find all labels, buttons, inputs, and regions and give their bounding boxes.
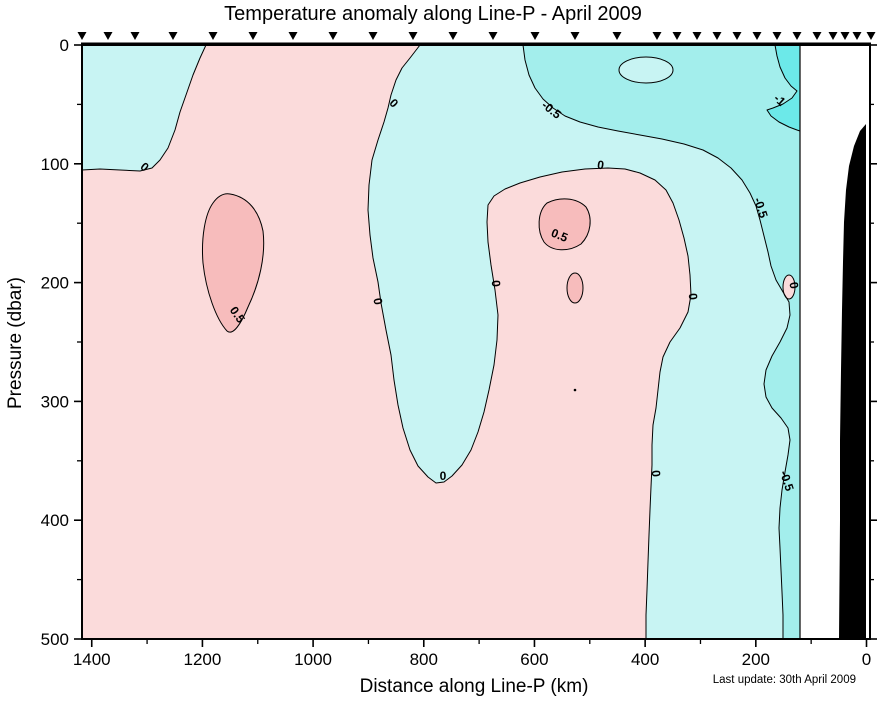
- station-marker-triangle: [772, 32, 782, 40]
- x-tick-label: 1000: [294, 650, 332, 669]
- station-marker-triangle: [288, 32, 298, 40]
- x-axis-label: Distance along Line-P (km): [359, 676, 589, 697]
- station-marker-triangle: [103, 32, 113, 40]
- y-tick-label: 500: [41, 630, 69, 649]
- station-marker-triangle: [408, 32, 418, 40]
- station-marker-triangle: [570, 32, 580, 40]
- contour-label: 0: [440, 469, 447, 483]
- region-pos05-small-ellipse: [566, 272, 584, 304]
- y-tick-label: 100: [41, 155, 69, 174]
- region-neg05-to-neg1-band: [523, 45, 800, 639]
- y-axis-label: Pressure (dbar): [5, 277, 26, 409]
- station-marker-triangle: [488, 32, 498, 40]
- station-marker-triangle: [612, 32, 622, 40]
- x-tick-label: 200: [742, 650, 770, 669]
- contour-line-level--0.5: [522, 44, 791, 639]
- station-marker-triangle: [692, 32, 702, 40]
- station-marker-triangle: [168, 32, 178, 40]
- station-marker-triangle: [328, 32, 338, 40]
- contour-label: -0.5: [751, 196, 771, 220]
- region-zero-pocket-near-coast: [782, 274, 796, 300]
- station-marker-triangle: [652, 32, 662, 40]
- x-tick-label: 1400: [73, 650, 111, 669]
- station-marker-triangle: [792, 32, 802, 40]
- station-marker-triangle: [77, 32, 87, 40]
- station-marker-triangle: [828, 32, 838, 40]
- y-tick-label: 300: [41, 392, 69, 411]
- contour-line-level-0: [367, 44, 692, 639]
- contour-label: -0.5: [777, 469, 797, 493]
- contour-label: 0: [649, 470, 664, 478]
- region-neg05-island-ellipse: [618, 56, 674, 84]
- x-tick-label: 600: [520, 650, 548, 669]
- station-marker-triangle: [852, 32, 862, 40]
- station-marker-triangle: [248, 32, 258, 40]
- y-tick-label: 400: [41, 511, 69, 530]
- contour-line-level-0: [81, 44, 207, 172]
- x-tick-label: 0: [862, 650, 871, 669]
- landmass-silhouette: [839, 124, 866, 639]
- contour-label: 0: [786, 281, 801, 290]
- chart-title: Temperature anomaly along Line-P - April…: [224, 3, 642, 25]
- station-marker-triangle: [208, 32, 218, 40]
- station-marker-triangle: [732, 32, 742, 40]
- y-tick-label: 0: [60, 36, 69, 55]
- contour-label: 0: [596, 158, 605, 173]
- y-tick-label: 200: [41, 274, 69, 293]
- region-pos05-blob-west: [202, 193, 265, 333]
- station-marker-triangle: [448, 32, 458, 40]
- contour-label: 0.5: [549, 226, 570, 245]
- station-marker-triangle: [368, 32, 378, 40]
- x-tick-label: 800: [410, 650, 438, 669]
- station-marker-triangle: [840, 32, 850, 40]
- last-update-note: Last update: 30th April 2009: [712, 674, 856, 686]
- station-marker-triangle: [752, 32, 762, 40]
- x-tick-label: 400: [631, 650, 659, 669]
- station-marker-triangle: [812, 32, 822, 40]
- station-marker-triangle: [866, 32, 876, 40]
- station-marker-triangle: [530, 32, 540, 40]
- region-pos05-blob-east: [538, 198, 591, 251]
- x-tick-label: 1200: [184, 650, 222, 669]
- station-marker-triangle: [672, 32, 682, 40]
- station-marker-triangle: [130, 32, 140, 40]
- data-speck: [573, 388, 577, 392]
- region-neg1-corner-pocket: [767, 45, 800, 131]
- contour-line-level--1: [766, 44, 801, 132]
- station-marker-triangle: [712, 32, 722, 40]
- contour-label: 0: [489, 280, 504, 288]
- contour-label: 0: [686, 293, 701, 301]
- region-neg-upper-left-0-to-neg05: [82, 45, 206, 171]
- contour-label: 0: [370, 297, 385, 306]
- region-neg-central-tongue-0-to-neg05: [368, 45, 790, 639]
